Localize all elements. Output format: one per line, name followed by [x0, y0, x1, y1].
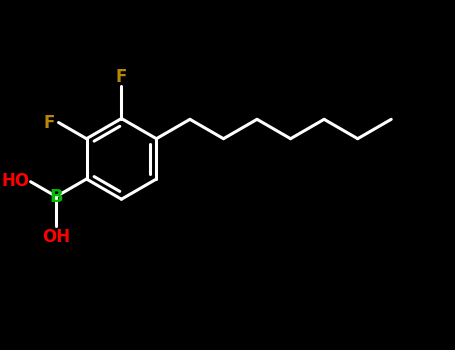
Text: F: F: [116, 68, 127, 86]
Text: HO: HO: [1, 172, 30, 190]
Text: OH: OH: [42, 228, 70, 246]
Text: F: F: [43, 113, 55, 132]
Text: B: B: [50, 188, 63, 205]
